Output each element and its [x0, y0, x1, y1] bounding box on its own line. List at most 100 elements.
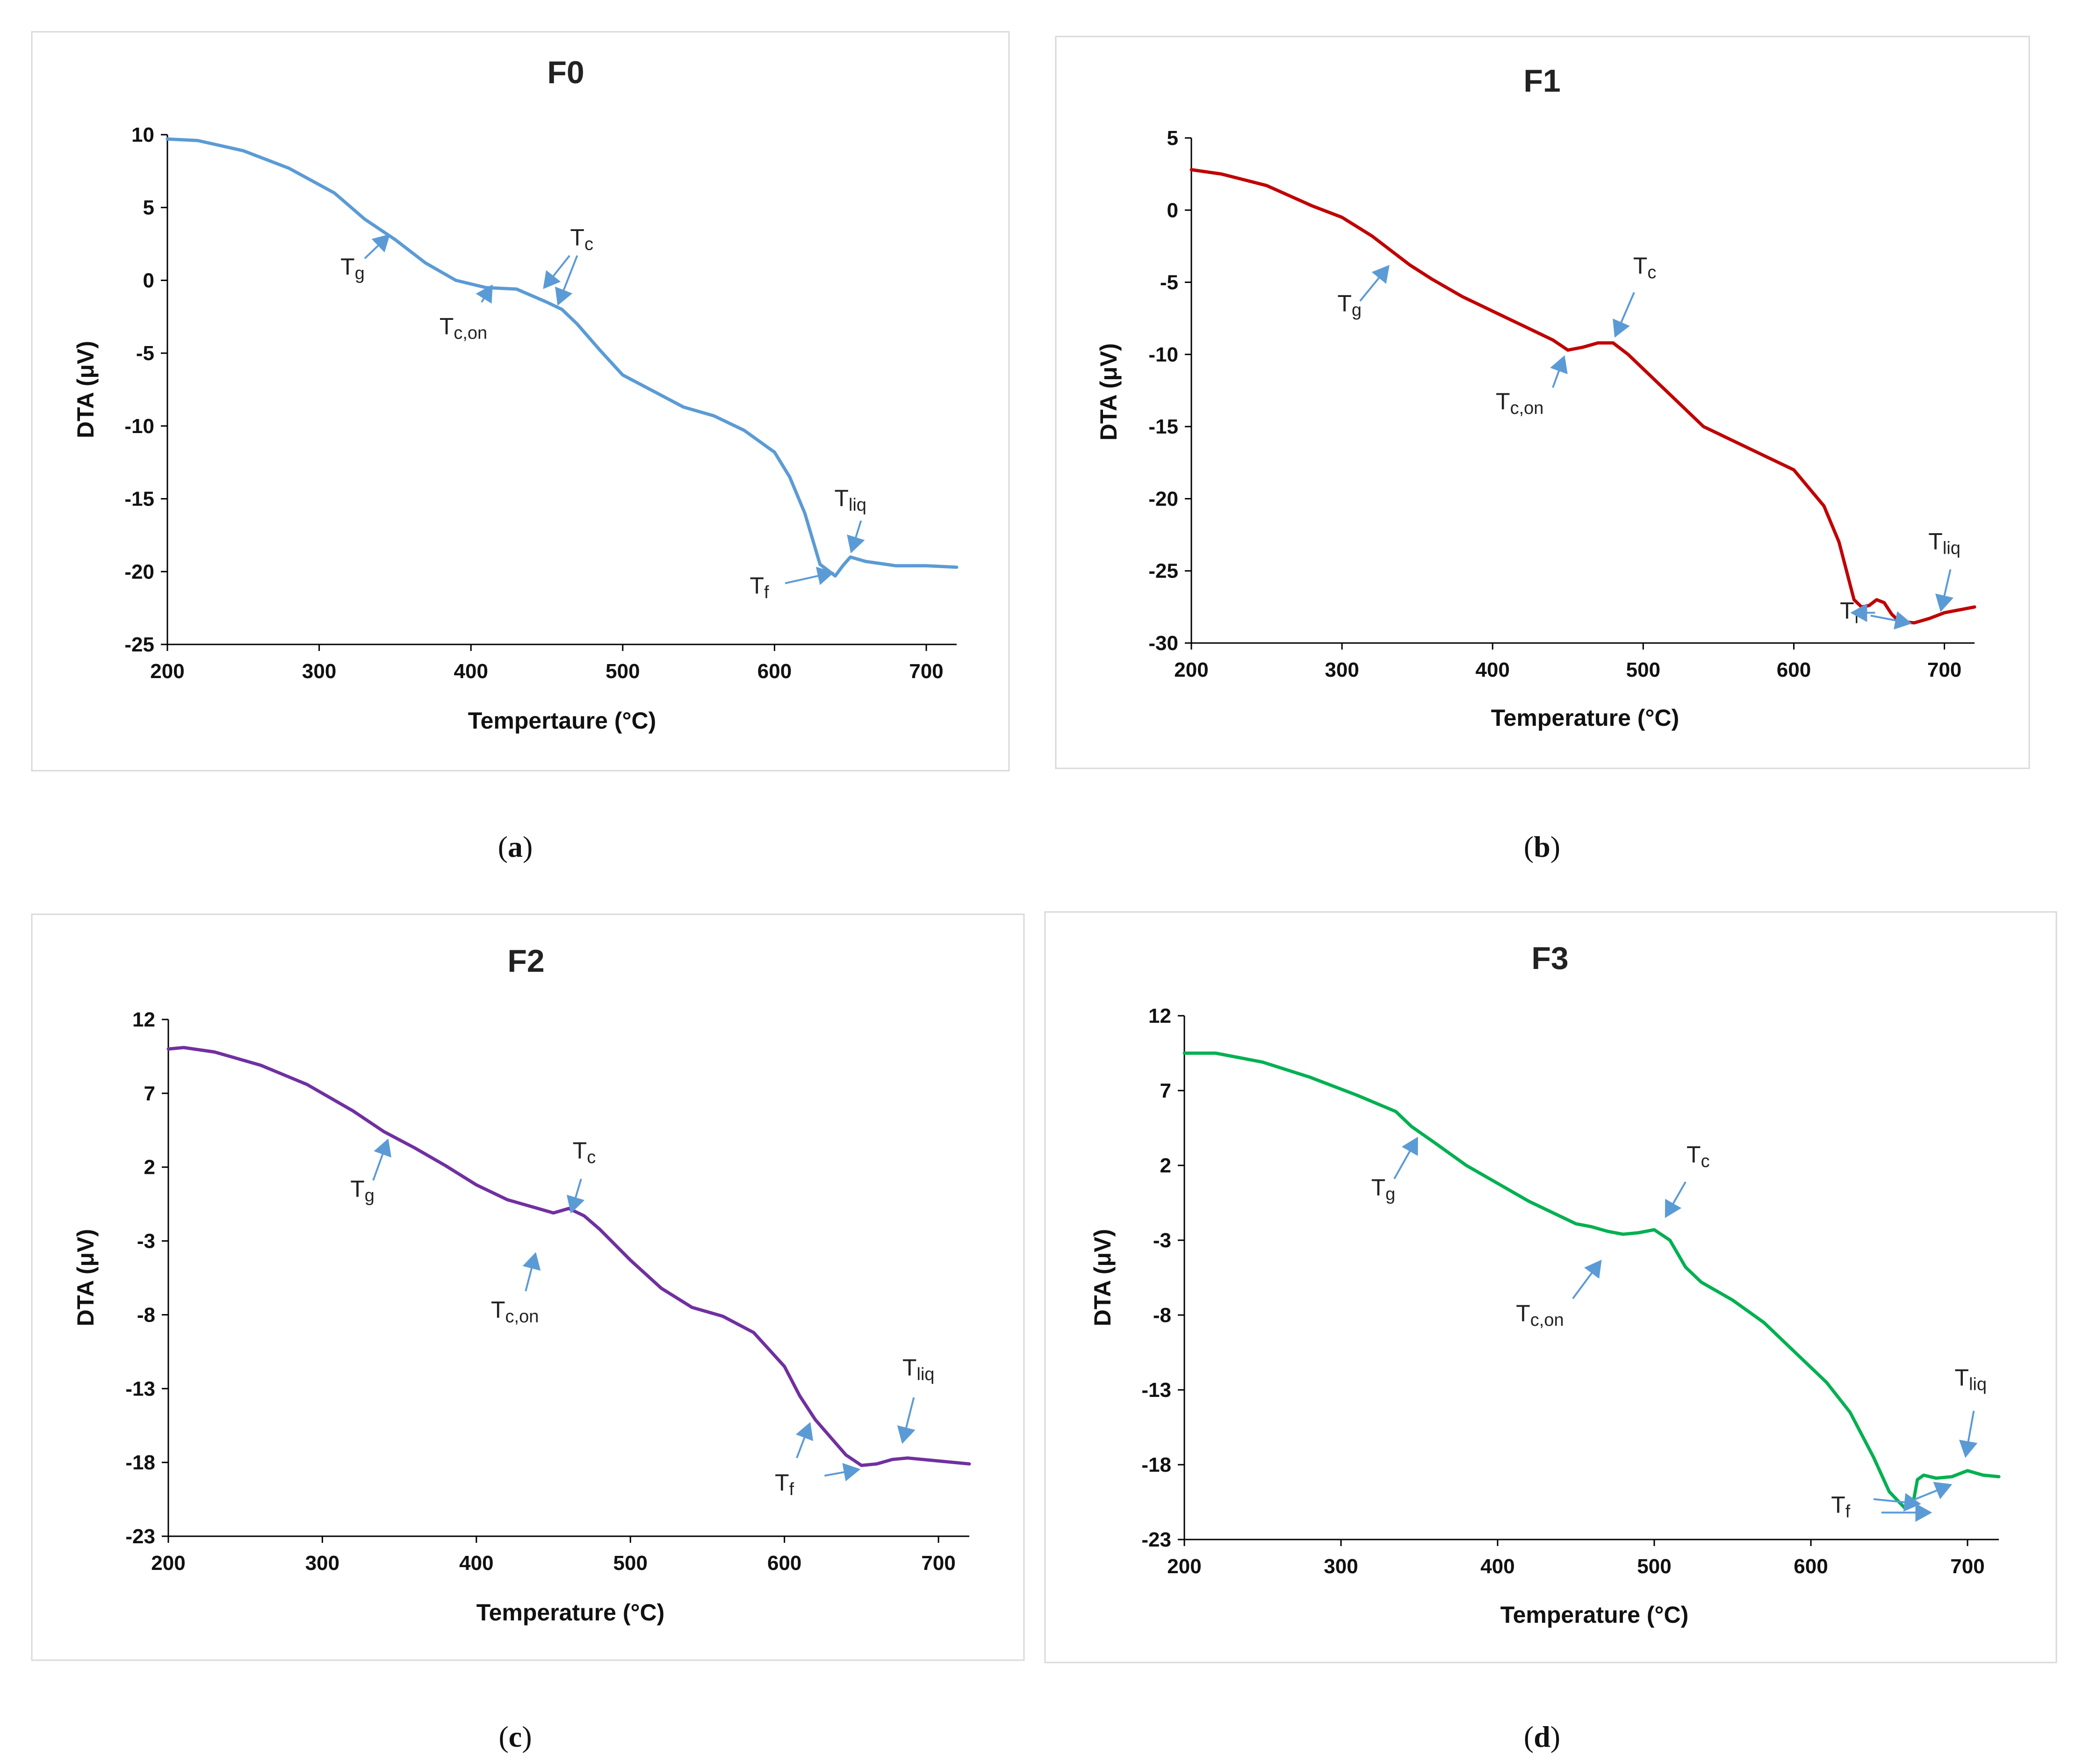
annotation-arrow: [1665, 1181, 1687, 1218]
annotation-arrow: [1359, 265, 1390, 302]
annotation-arrow: [897, 1397, 915, 1444]
y-tick-label: -20: [124, 560, 154, 583]
y-axis-title-b: DTA (μV): [1096, 343, 1122, 441]
annotation-label-f: Tf: [750, 572, 769, 602]
y-tick-label: -5: [1160, 271, 1178, 294]
annotation-arrow: [566, 1178, 585, 1214]
x-tick-label: 400: [1480, 1555, 1514, 1578]
y-tick-label: -20: [1148, 487, 1178, 510]
x-tick-label: 500: [1637, 1555, 1671, 1578]
annotation-arrow: [1935, 569, 1953, 612]
plot-area-b: 5 0 -5 -10 -15 -20 -25 -30 200 300 400 500 600 700 Tg T…: [1148, 127, 1976, 681]
caption-a: (a): [498, 830, 533, 863]
annotation-arrow: [1959, 1410, 1978, 1458]
y-tick-label: -3: [1153, 1229, 1171, 1252]
annotation-arrow: [364, 234, 390, 260]
x-axis-title-b: Temperature (°C): [1491, 705, 1679, 731]
y-tick-label: -13: [1141, 1379, 1171, 1402]
x-tick-label: 200: [151, 1552, 185, 1575]
y-tick-label: -15: [1148, 415, 1178, 438]
y-tick-label: -25: [1148, 560, 1178, 583]
annotation-arrow: [1393, 1136, 1418, 1179]
chart-title-c: F2: [507, 943, 544, 979]
plot-area-c: 12 7 2 -3 -8 -13 -18 -23 200 300 400 500 600 700 Tg Tc T…: [125, 1008, 971, 1575]
panel-d-frame: [1044, 911, 2057, 1663]
annotation-arrow: [522, 1252, 541, 1292]
series-line-F1: [1189, 168, 1976, 625]
y-tick-label: -23: [1141, 1528, 1171, 1551]
annotation-label-f: Tf: [775, 1469, 794, 1499]
panel-b-frame: [1055, 36, 2030, 769]
x-tick-label: 200: [1174, 658, 1208, 681]
annotation-arrow: [1613, 292, 1635, 338]
annotation-arrow: [824, 1463, 861, 1482]
annotation-label-liq: Tliq: [902, 1354, 935, 1384]
chart-title-a: F0: [547, 55, 584, 90]
x-tick-label: 600: [1777, 658, 1811, 681]
y-tick-label: 2: [1160, 1154, 1171, 1177]
x-tick-label: 300: [1325, 658, 1359, 681]
y-axis-title-c: DTA (μV): [72, 1229, 99, 1326]
x-tick-label: 500: [613, 1552, 648, 1575]
x-tick-label: 400: [459, 1552, 493, 1575]
x-axis-title-c: Temperature (°C): [476, 1599, 664, 1626]
annotation-label-c-on: Tc,on: [1516, 1300, 1564, 1330]
x-tick-label: 600: [757, 660, 792, 683]
y-tick-label: 12: [132, 1008, 155, 1031]
annotation-label-liq: Tliq: [1928, 528, 1961, 558]
chart-panel-a: F0 10 5 0 -5 -10 -15 -20 -25 200 300 400 500 600 700 T…: [31, 31, 1010, 772]
chart-title-b: F1: [1523, 63, 1560, 99]
annotation-arrow: [372, 1138, 392, 1181]
annotation-arrow: [785, 566, 835, 586]
annotation-arrow: [543, 255, 570, 289]
y-tick-label: -18: [1141, 1453, 1171, 1476]
chart-title-d: F3: [1531, 940, 1568, 976]
y-tick-label: -8: [1153, 1304, 1171, 1327]
plot-area-d: 12 7 2 -3 -8 -13 -18 -23 200 300 400 500 600 700 Tg Tc T…: [1141, 1005, 2001, 1578]
y-axis-title-a: DTA (μV): [72, 341, 99, 438]
annotation-arrow: [847, 520, 865, 554]
y-tick-label: 0: [143, 269, 154, 292]
y-tick-label: 5: [1167, 127, 1178, 150]
caption-c: (c): [498, 1720, 532, 1753]
annotation-label-c-on: Tc,on: [491, 1297, 539, 1327]
annotation-arrow: [1572, 1259, 1602, 1299]
x-axis-title-a: Tempertaure (°C): [468, 708, 656, 734]
annotation-arrow: [555, 255, 578, 306]
annotation-label-liq: Tliq: [1954, 1364, 1987, 1394]
y-tick-label: -18: [125, 1451, 155, 1474]
x-tick-label: 200: [150, 660, 184, 683]
y-tick-label: 7: [144, 1082, 155, 1105]
y-tick-label: 0: [1167, 199, 1178, 222]
annotation-label-f: Tf: [1831, 1491, 1851, 1521]
y-tick-label: -3: [137, 1230, 155, 1253]
x-tick-label: 200: [1167, 1555, 1201, 1578]
annotation-label-c: Tc: [570, 224, 593, 254]
y-tick-label: -10: [1148, 343, 1178, 366]
plot-area-a: 10 5 0 -5 -10 -15 -20 -25 200 300 400 500 600 700 Tg Tc…: [124, 123, 959, 683]
x-tick-label: 300: [1324, 1555, 1358, 1578]
y-tick-label: -8: [137, 1303, 155, 1326]
panel-c-frame: [31, 913, 1025, 1661]
x-tick-label: 600: [1794, 1555, 1828, 1578]
y-tick-label: 12: [1148, 1005, 1171, 1027]
chart-panel-c: F2 12 7 2 -3 -8 -13 -18 -23 200 300 400 500 600 700 Tg…: [31, 913, 1025, 1661]
annotation-label-c: Tc: [573, 1137, 596, 1167]
annotation-label-c-on: Tc,on: [1496, 388, 1543, 418]
x-tick-label: 500: [1626, 658, 1660, 681]
y-tick-label: -10: [124, 415, 154, 438]
panel-a-frame: [31, 31, 1010, 772]
y-tick-label: 7: [1160, 1079, 1171, 1102]
annotation-arrow: [476, 284, 493, 304]
chart-panel-b: F1 5 0 -5 -10 -15 -20 -25 -30 200 300 400 500 600 700…: [1055, 36, 2030, 769]
annotation-arrow: [1907, 1482, 1953, 1503]
y-tick-label: -30: [1148, 632, 1178, 655]
chart-panel-d: F3 12 7 2 -3 -8 -13 -18 -23 200 300 400 500 600 700 Tg…: [1044, 911, 2057, 1663]
y-tick-label: 2: [144, 1156, 155, 1179]
annotation-label-g: Tg: [1337, 290, 1362, 320]
x-tick-label: 700: [921, 1552, 955, 1575]
annotation-arrow: [1550, 355, 1568, 388]
caption-d: (d): [1524, 1720, 1560, 1753]
annotation-label-c: Tc: [1687, 1142, 1710, 1171]
